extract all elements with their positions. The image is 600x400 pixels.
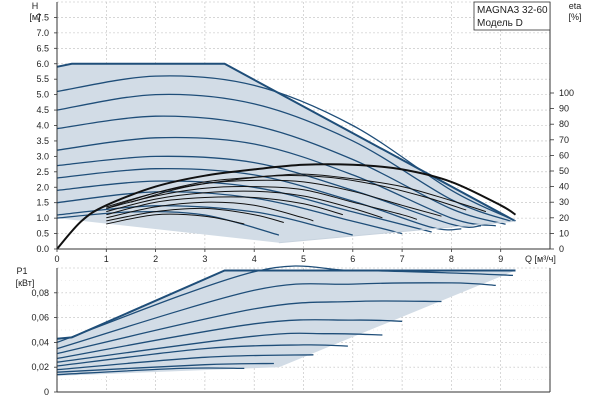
y-tick-label: 1.0 [36,213,49,223]
x-tick-label: 7 [400,254,405,264]
head-curve [56,155,482,228]
legend-box [473,1,551,31]
y2-tick-label: 10 [559,228,569,238]
chart-subtitle: Модель D [477,18,523,29]
y2-tick-label: 80 [559,119,569,129]
y-tick-label: 1.5 [36,198,49,208]
head-axes: 0.0 0.5 1.0 1.5 2.0 2.5 3.0 3.5 4.0 4.5 5.0 5.5 6.0 6… [36,2,574,264]
head-operating-area [57,63,516,243]
y2-tick-label: 30 [559,197,569,207]
head-curve [56,180,432,233]
efficiency-curve [106,190,383,219]
power-curve [56,265,514,344]
power-curve [56,319,403,360]
y2-tick-label: 100 [559,88,574,98]
x-tick-label: 3 [202,254,207,264]
y-axis-unit: [м] [29,12,40,22]
power-y-tick-label: 0,02 [31,362,49,372]
power-axes: 0 0,02 0,04 0,06 0,08 [31,268,551,397]
y-tick-label: 6.0 [36,59,49,69]
power-area-fill [57,270,516,376]
y-tick-label: 6.5 [36,43,49,53]
x-tick-label: 2 [153,254,158,264]
power-curve [56,344,348,367]
x-tick-label: 6 [350,254,355,264]
efficiency-curve [130,175,467,211]
power-operating-area [57,270,516,376]
y2-tick-label: 20 [559,213,569,223]
efficiency-curves [56,163,517,250]
head-area-fill [57,63,516,243]
y-tick-label: 5.5 [36,74,49,84]
efficiency-curve [106,196,344,216]
head-curve [56,167,462,231]
y-tick-label: 2.5 [36,167,49,177]
y2-axis-unit: [%] [568,12,581,22]
head-curves [56,62,516,244]
efficiency-curve [106,213,245,225]
efficiency-curve [106,207,284,223]
power-curve [56,367,245,376]
max-head-curve [56,62,516,223]
power-curve [56,282,496,350]
y2-tick-label: 50 [559,166,569,176]
power-curves [56,265,516,376]
power-y-tick-label: 0,04 [31,337,49,347]
y-tick-label: 3.5 [36,136,49,146]
area-lower-edge [278,220,516,244]
y-tick-label: 3.0 [36,151,49,161]
power-y-tick-label: 0,08 [31,288,49,298]
efficiency-curve [106,201,314,222]
power-y-tick-label: 0,06 [31,313,49,323]
head-curve [56,136,496,227]
head-curve [56,191,403,235]
head-curve [56,93,511,222]
power-curve [56,300,442,355]
efficiency-curve [106,179,442,217]
power-axis-label: P1 [16,266,27,276]
head-curve [56,75,514,221]
x-axis-label: Q [м³/ч] [525,254,556,264]
x-tick-label: 1 [104,254,109,264]
x-tick-label: 5 [301,254,306,264]
y-tick-label: 7.5 [36,12,49,22]
y-axis-label: H [32,1,39,11]
power-curve [56,332,383,363]
x-tick-label: 0 [54,254,59,264]
y-tick-label: 4.5 [36,105,49,115]
x-tick-label: 4 [252,254,257,264]
y2-tick-label: 60 [559,150,569,160]
y2-axis-label: eta [569,1,582,11]
power-axis-unit: [кВт] [16,278,35,288]
power-y-tick-label: 0 [44,387,49,397]
y-tick-label: 4.0 [36,121,49,131]
y2-tick-label: 90 [559,104,569,114]
y-tick-label: 0.5 [36,229,49,239]
efficiency-curve [106,185,418,220]
x-tick-label: 8 [449,254,454,264]
power-curve [56,354,314,371]
y2-tick-label: 0 [559,244,564,254]
x-tick-label: 9 [498,254,503,264]
y-tick-label: 0.0 [36,244,49,254]
max-efficiency-curve [56,163,517,250]
power-curve [56,362,274,373]
chart-title: MAGNA3 32-60 [477,5,548,16]
y-tick-label: 7.0 [36,28,49,38]
y-tick-label: 5.0 [36,90,49,100]
y2-tick-label: 70 [559,135,569,145]
y-tick-label: 2.0 [36,182,49,192]
head-curve [56,115,506,225]
y2-tick-label: 40 [559,182,569,192]
